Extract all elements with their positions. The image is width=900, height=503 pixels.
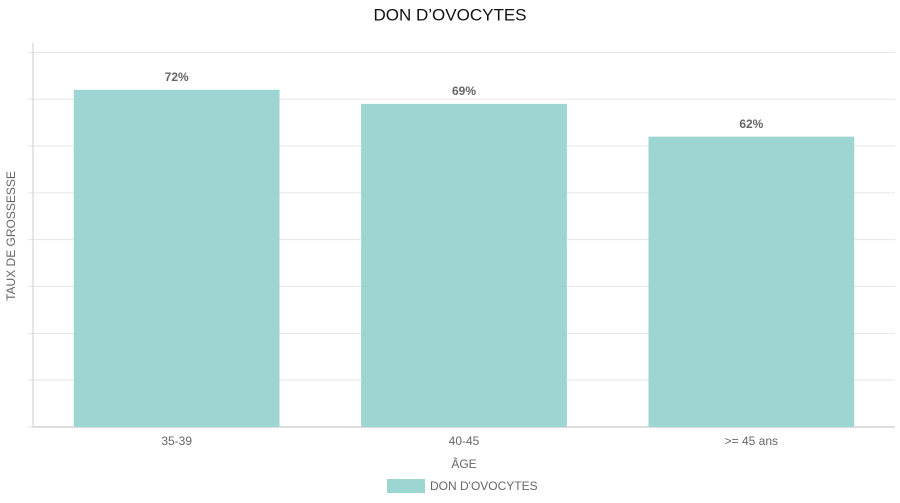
value-label: 72% bbox=[165, 70, 189, 84]
legend-label: DON D'OVOCYTES bbox=[430, 479, 538, 493]
bar bbox=[648, 136, 855, 427]
value-label: 69% bbox=[452, 84, 476, 98]
y-axis-label: TAUX DE GROSSESSE bbox=[4, 171, 18, 301]
bar bbox=[361, 103, 567, 427]
x-tick-label: 40-45 bbox=[449, 434, 480, 448]
x-tick-label: 35-39 bbox=[161, 434, 192, 448]
legend-swatch bbox=[387, 479, 425, 493]
bar bbox=[73, 89, 280, 427]
chart-title: DON D’OVOCYTES bbox=[373, 5, 526, 24]
value-label: 62% bbox=[739, 117, 763, 131]
x-axis-label: ÂGE bbox=[451, 456, 476, 471]
x-tick-label: >= 45 ans bbox=[725, 434, 778, 448]
